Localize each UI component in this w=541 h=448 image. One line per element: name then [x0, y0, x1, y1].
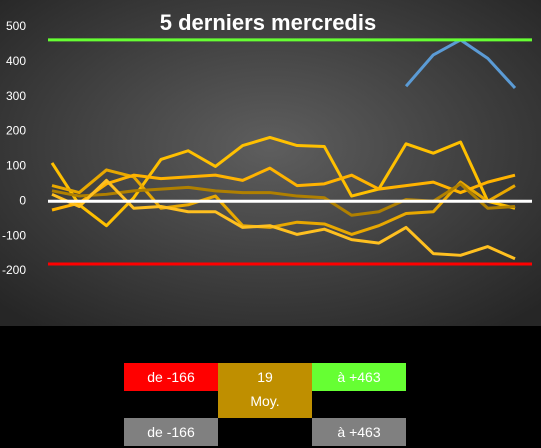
series-line: [51, 182, 516, 217]
low-gray-cell: de -166: [124, 418, 218, 446]
chart-background: [0, 0, 541, 326]
chart-title: 5 derniers mercredis: [160, 10, 376, 35]
y-tick-label: 500: [6, 19, 26, 33]
y-tick-label: 200: [6, 124, 26, 138]
y-tick-label: 0: [19, 193, 26, 207]
series-line: [51, 166, 516, 212]
y-tick-label: 300: [6, 89, 26, 103]
high-cell: à +463: [312, 363, 406, 391]
average-label: Moy.: [250, 393, 280, 409]
average-value: 19: [257, 369, 273, 385]
y-tick-label: 400: [6, 54, 26, 68]
high-gray-cell: à +463: [312, 418, 406, 446]
y-tick-label: -100: [2, 228, 26, 242]
low-cell: de -166: [124, 363, 218, 391]
y-tick-label: -200: [2, 263, 26, 277]
series-line: [51, 178, 516, 261]
chart: 5 derniers mercredis -200 -100 0 100 200 300 4…: [0, 0, 541, 326]
average-cell: 19 Moy.: [218, 363, 312, 418]
y-tick-label: 100: [6, 159, 26, 173]
